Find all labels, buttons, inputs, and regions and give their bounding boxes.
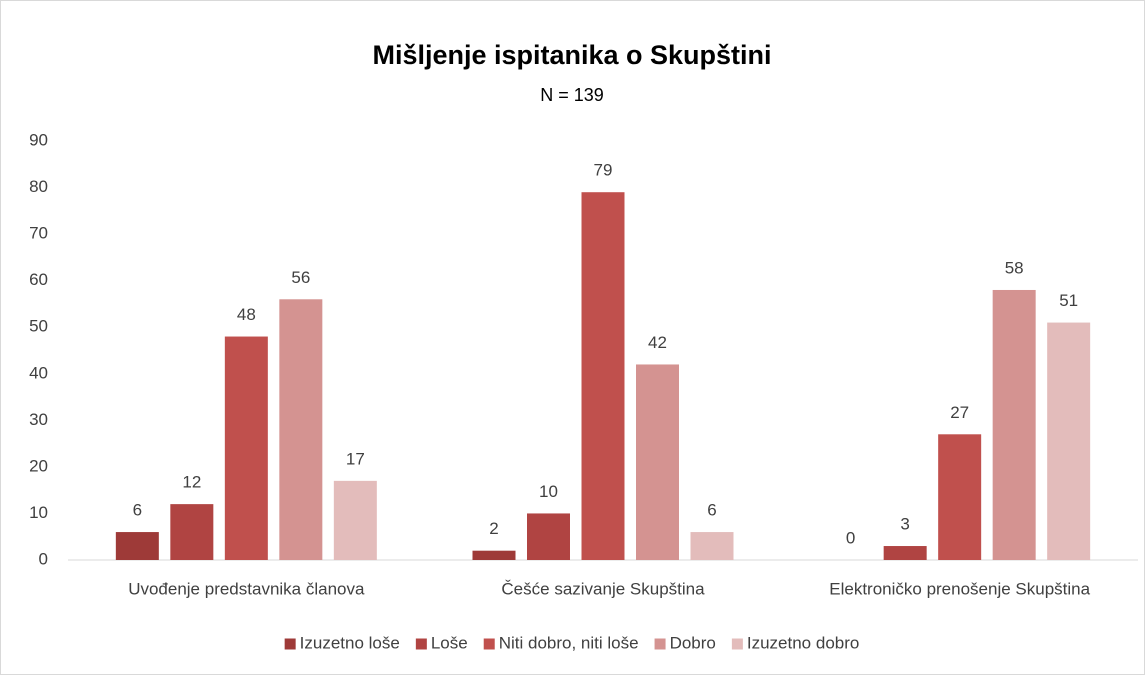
chart-title: Mišljenje ispitanika o Skupštini [372,40,771,70]
y-tick-label: 80 [29,177,48,196]
x-tick-label: Češće sazivanje Skupština [501,579,705,598]
bar [636,364,679,560]
data-label: 2 [489,519,498,538]
data-label: 51 [1059,291,1078,310]
x-tick-label: Uvođenje predstavnika članova [128,579,365,598]
bar [527,513,570,560]
data-label: 6 [707,501,716,520]
y-tick-label: 90 [29,130,48,149]
x-tick-label: Elektroničko prenošenje Skupština [829,579,1090,598]
bar [115,532,159,560]
bar [472,550,516,560]
y-tick-label: 30 [29,410,48,429]
bar [883,546,927,560]
legend-label: Loše [431,633,468,652]
data-label: 27 [950,403,969,422]
bar [1047,322,1091,560]
legend-label: Izuzetno dobro [747,633,859,652]
bar [581,192,625,560]
data-label: 56 [291,268,310,287]
data-label: 79 [594,161,613,180]
data-label: 48 [237,305,256,324]
legend-swatch [483,638,495,650]
bar [279,299,323,560]
y-tick-label: 70 [29,224,48,243]
data-label: 10 [539,482,558,501]
y-tick-label: 20 [29,456,48,475]
legend-label: Dobro [670,633,716,652]
bar [224,336,268,560]
data-label: 6 [133,501,142,520]
bar [992,289,1036,560]
y-tick-label: 60 [29,270,48,289]
legend-swatch [415,638,427,650]
data-label: 17 [346,449,365,468]
y-tick-label: 50 [29,317,48,336]
bar [170,504,214,560]
data-label: 58 [1005,258,1024,277]
data-label: 3 [900,515,909,534]
legend-swatch [654,638,666,650]
bar [333,480,377,560]
bar [938,434,982,560]
bar [690,532,734,560]
legend-label: Izuzetno loše [300,633,400,652]
chart-subtitle: N = 139 [540,85,604,105]
data-label: 42 [648,333,667,352]
y-tick-label: 40 [29,363,48,382]
legend-swatch [284,638,296,650]
data-label: 0 [846,528,855,547]
y-tick-label: 10 [29,503,48,522]
legend-swatch [731,638,743,650]
legend-label: Niti dobro, niti loše [499,633,639,652]
y-tick-label: 0 [39,549,48,568]
data-label: 12 [182,473,201,492]
